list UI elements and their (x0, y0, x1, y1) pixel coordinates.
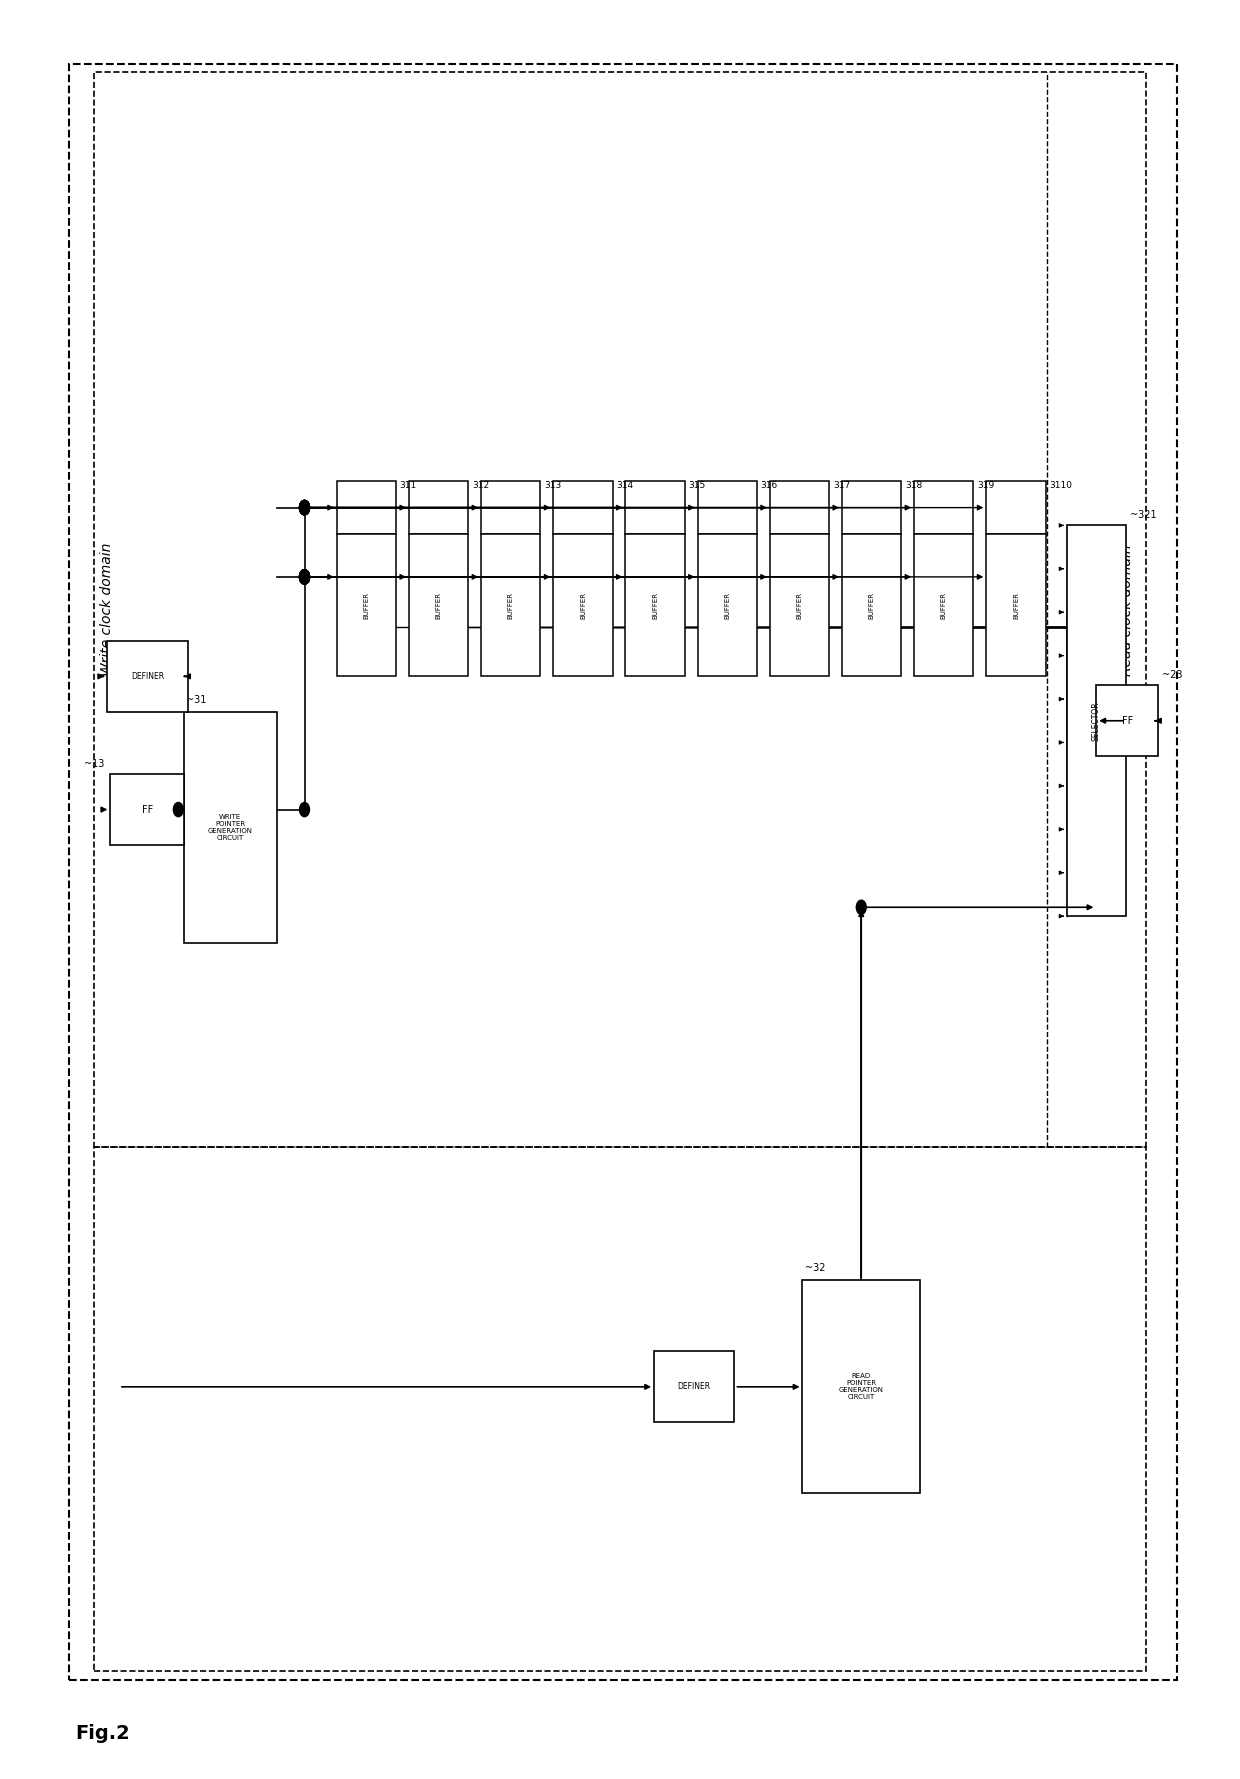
Bar (69, 64, 1177, 1679)
Bar (1066, 525, 1126, 916)
Text: SELECTOR: SELECTOR (1092, 701, 1101, 740)
Text: FF: FF (141, 804, 153, 815)
Text: BUFFER: BUFFER (652, 592, 658, 619)
Circle shape (300, 569, 310, 584)
Bar (337, 480, 396, 534)
Text: ~13: ~13 (84, 758, 104, 769)
Bar (802, 1281, 920, 1493)
Text: ~32: ~32 (805, 1263, 826, 1274)
Circle shape (300, 569, 310, 584)
Bar (94, 73, 1146, 1147)
Circle shape (300, 500, 310, 514)
Text: WRITE
POINTER
GENERATION
CIRCUIT: WRITE POINTER GENERATION CIRCUIT (208, 813, 253, 841)
Circle shape (300, 569, 310, 584)
Bar (653, 1352, 734, 1423)
Bar (337, 534, 396, 676)
Bar (94, 1147, 1146, 1670)
Text: Write clock domain: Write clock domain (99, 543, 114, 676)
Bar (698, 534, 756, 676)
Text: 312: 312 (472, 480, 489, 489)
Text: BUFFER: BUFFER (724, 592, 730, 619)
Text: 318: 318 (905, 480, 923, 489)
Text: ~321: ~321 (1130, 511, 1157, 519)
Bar (625, 480, 684, 534)
Text: BUFFER: BUFFER (435, 592, 441, 619)
Text: ~31: ~31 (186, 696, 207, 704)
Bar (842, 480, 901, 534)
Circle shape (300, 500, 310, 514)
Circle shape (300, 802, 310, 817)
Text: 319: 319 (977, 480, 994, 489)
Text: READ
POINTER
GENERATION
CIRCUIT: READ POINTER GENERATION CIRCUIT (838, 1373, 884, 1400)
Circle shape (300, 500, 310, 514)
Circle shape (300, 500, 310, 514)
Bar (553, 480, 613, 534)
Bar (184, 712, 277, 943)
Text: FF: FF (1122, 715, 1133, 726)
Bar (107, 640, 187, 712)
Circle shape (300, 569, 310, 584)
Circle shape (174, 802, 184, 817)
Circle shape (857, 900, 867, 914)
Text: 314: 314 (616, 480, 634, 489)
Bar (409, 534, 469, 676)
Circle shape (300, 500, 310, 514)
Bar (481, 480, 541, 534)
Bar (625, 534, 684, 676)
Bar (914, 534, 973, 676)
Circle shape (300, 500, 310, 514)
Circle shape (300, 569, 310, 584)
Text: ~23: ~23 (1162, 671, 1183, 680)
Text: 317: 317 (833, 480, 851, 489)
Text: BUFFER: BUFFER (796, 592, 802, 619)
Bar (698, 480, 756, 534)
Text: BUFFER: BUFFER (1013, 592, 1019, 619)
Circle shape (300, 569, 310, 584)
Text: 313: 313 (544, 480, 562, 489)
Circle shape (300, 500, 310, 514)
Text: BUFFER: BUFFER (941, 592, 946, 619)
Text: BUFFER: BUFFER (507, 592, 513, 619)
Circle shape (300, 569, 310, 584)
Bar (110, 774, 185, 845)
Bar (481, 534, 541, 676)
Bar (770, 534, 830, 676)
Circle shape (300, 500, 310, 514)
Circle shape (300, 569, 310, 584)
Circle shape (300, 569, 310, 584)
Bar (986, 534, 1045, 676)
Bar (409, 480, 469, 534)
Bar (986, 480, 1045, 534)
Text: 3110: 3110 (1049, 480, 1073, 489)
Text: Fig.2: Fig.2 (76, 1724, 130, 1743)
Circle shape (300, 500, 310, 514)
Circle shape (300, 569, 310, 584)
Text: BUFFER: BUFFER (868, 592, 874, 619)
Text: BUFFER: BUFFER (580, 592, 585, 619)
Bar (914, 480, 973, 534)
Text: DEFINER: DEFINER (130, 672, 164, 681)
Text: 315: 315 (688, 480, 706, 489)
Bar (553, 534, 613, 676)
Bar (842, 534, 901, 676)
Text: DEFINER: DEFINER (678, 1382, 711, 1391)
Bar (1096, 685, 1158, 756)
Bar (770, 480, 830, 534)
Text: Read clock domain: Read clock domain (1120, 544, 1135, 676)
Text: 316: 316 (760, 480, 777, 489)
Text: 311: 311 (399, 480, 417, 489)
Circle shape (300, 500, 310, 514)
Text: BUFFER: BUFFER (363, 592, 370, 619)
